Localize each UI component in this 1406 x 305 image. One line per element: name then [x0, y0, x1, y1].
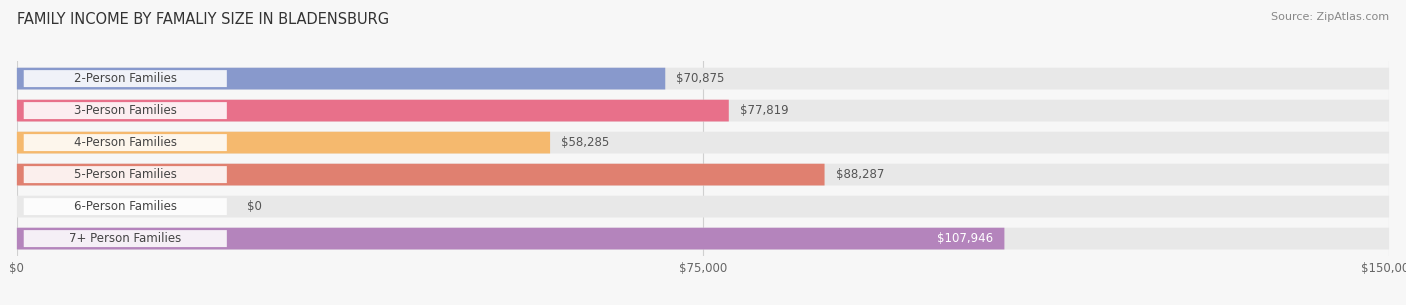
FancyBboxPatch shape — [17, 132, 1389, 153]
FancyBboxPatch shape — [24, 198, 226, 215]
Text: $58,285: $58,285 — [561, 136, 609, 149]
Text: 7+ Person Families: 7+ Person Families — [69, 232, 181, 245]
Text: $70,875: $70,875 — [676, 72, 724, 85]
FancyBboxPatch shape — [24, 230, 226, 247]
FancyBboxPatch shape — [17, 100, 1389, 121]
Text: FAMILY INCOME BY FAMALIY SIZE IN BLADENSBURG: FAMILY INCOME BY FAMALIY SIZE IN BLADENS… — [17, 12, 389, 27]
Text: Source: ZipAtlas.com: Source: ZipAtlas.com — [1271, 12, 1389, 22]
FancyBboxPatch shape — [24, 102, 226, 119]
Text: $107,946: $107,946 — [938, 232, 994, 245]
Text: 2-Person Families: 2-Person Families — [73, 72, 177, 85]
Text: 6-Person Families: 6-Person Families — [73, 200, 177, 213]
Text: 5-Person Families: 5-Person Families — [75, 168, 177, 181]
FancyBboxPatch shape — [17, 228, 1004, 249]
FancyBboxPatch shape — [24, 134, 226, 151]
FancyBboxPatch shape — [17, 100, 728, 121]
FancyBboxPatch shape — [17, 68, 1389, 89]
FancyBboxPatch shape — [24, 70, 226, 87]
FancyBboxPatch shape — [17, 164, 1389, 185]
FancyBboxPatch shape — [24, 166, 226, 183]
Text: $0: $0 — [247, 200, 263, 213]
FancyBboxPatch shape — [17, 68, 665, 89]
FancyBboxPatch shape — [17, 228, 1389, 249]
FancyBboxPatch shape — [17, 164, 824, 185]
FancyBboxPatch shape — [17, 132, 550, 153]
Text: $77,819: $77,819 — [740, 104, 789, 117]
Text: 4-Person Families: 4-Person Families — [73, 136, 177, 149]
Text: 3-Person Families: 3-Person Families — [75, 104, 177, 117]
Text: $88,287: $88,287 — [835, 168, 884, 181]
FancyBboxPatch shape — [17, 196, 1389, 217]
